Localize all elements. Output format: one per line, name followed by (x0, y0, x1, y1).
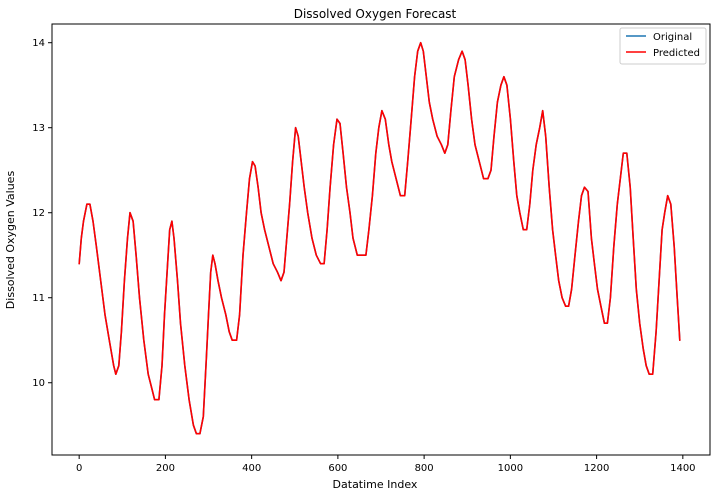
x-tick-label: 200 (156, 463, 175, 474)
x-tick-label: 0 (76, 463, 82, 474)
plot-area (51, 23, 711, 456)
plot-frame (51, 23, 711, 456)
x-tick-label: 1200 (584, 463, 609, 474)
y-tick-label: 11 (32, 293, 45, 304)
y-axis: 10 11 12 13 14 (32, 38, 52, 389)
x-tick-label: 400 (242, 463, 261, 474)
y-axis-label: Dissolved Oxygen Values (4, 171, 17, 310)
x-axis-label: Datatime Index (333, 478, 418, 491)
series-layer (78, 41, 681, 435)
series-line-predicted (78, 41, 681, 435)
x-tick-label: 1400 (670, 463, 695, 474)
y-tick-label: 12 (32, 208, 45, 219)
chart-title: Dissolved Oxygen Forecast (294, 7, 457, 21)
x-tick-label: 1000 (498, 463, 523, 474)
legend-original-label: Original (653, 32, 692, 43)
y-tick-label: 13 (32, 123, 45, 134)
legend-predicted-label: Predicted (653, 48, 700, 59)
y-tick-label: 10 (32, 378, 45, 389)
legend: Original Predicted (619, 27, 707, 65)
x-axis: 0 200 400 600 800 1000 1200 1400 (76, 455, 696, 474)
x-tick-label: 800 (415, 463, 434, 474)
x-tick-label: 600 (328, 463, 347, 474)
legend-box (619, 27, 707, 65)
y-tick-label: 14 (32, 38, 45, 49)
